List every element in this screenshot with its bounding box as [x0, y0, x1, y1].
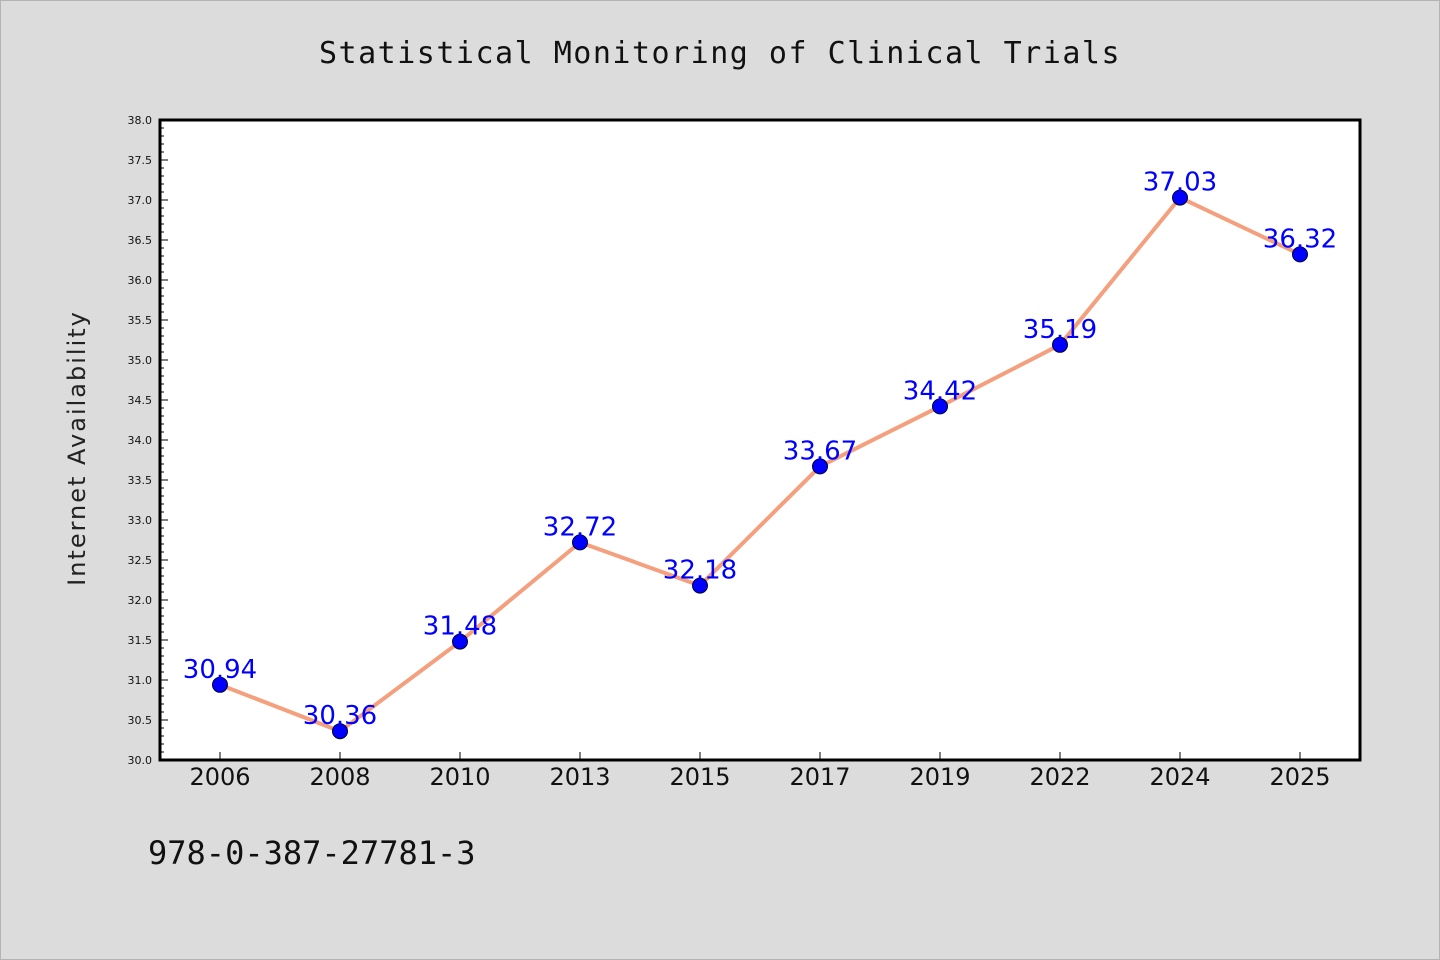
y-tick-label: 37.0: [128, 194, 153, 207]
plot-frame: [158, 118, 1362, 762]
x-tick-label: 2019: [909, 763, 970, 791]
data-label: 30.36: [303, 701, 377, 731]
y-tick-label: 32.5: [128, 554, 153, 567]
data-point: [212, 676, 228, 693]
x-tick-label: 2008: [309, 763, 370, 791]
data-label: 34.42: [903, 376, 977, 406]
data-label: 37.03: [1143, 168, 1217, 198]
y-tick-label: 33.5: [128, 474, 153, 487]
y-tick-label: 30.5: [128, 714, 153, 727]
series-line: [218, 195, 1302, 734]
y-tick-label: 38.0: [128, 114, 153, 127]
x-tick-label: 2010: [429, 763, 490, 791]
data-point: [1172, 189, 1188, 206]
y-tick-label: 33.0: [128, 514, 153, 527]
x-tick-label: 2006: [189, 763, 250, 791]
data-labels: 30.94 30.36 31.48 32.72 32.18 33.67 34.42 35.19…: [183, 168, 1337, 732]
y-tick-label: 30.0: [128, 754, 153, 767]
data-label: 32.18: [663, 556, 737, 586]
data-label: 30.94: [183, 655, 257, 685]
data-point: [332, 723, 348, 740]
y-tick-label: 36.5: [128, 234, 153, 247]
plot-area: [160, 120, 1360, 760]
data-point: [932, 398, 948, 415]
data-label: 35.19: [1023, 315, 1097, 345]
data-point: [692, 577, 708, 594]
x-tick-label: 2013: [549, 763, 610, 791]
data-markers: [212, 189, 1308, 740]
data-label: 32.72: [543, 512, 617, 542]
y-axis-ticks: 30.0 30.5 31.0 31.5 32.0 32.5 33.0 33.5 34.0 34.5…: [128, 114, 168, 767]
data-label: 31.48: [423, 612, 497, 642]
data-point: [1052, 336, 1068, 353]
y-tick-label: 35.0: [128, 354, 153, 367]
y-tick-label: 34.5: [128, 394, 153, 407]
y-tick-label: 35.5: [128, 314, 153, 327]
data-point: [452, 633, 468, 650]
y-tick-label: 31.5: [128, 634, 153, 647]
y-tick-label: 34.0: [128, 434, 153, 447]
y-tick-label: 36.0: [128, 274, 153, 287]
y-axis-label: Internet Availability: [63, 310, 91, 586]
x-tick-label: 2017: [789, 763, 850, 791]
isbn-text: 978-0-387-27781-3: [148, 834, 476, 872]
data-label: 33.67: [783, 436, 857, 466]
x-tick-label: 2022: [1029, 763, 1090, 791]
y-tick-label: 32.0: [128, 594, 153, 607]
data-point: [572, 534, 588, 551]
chart-title: Statistical Monitoring of Clinical Trial…: [319, 36, 1121, 71]
y-tick-label: 31.0: [128, 674, 153, 687]
y-tick-label: 37.5: [128, 154, 153, 167]
data-label: 36.32: [1263, 224, 1337, 254]
x-tick-label: 2025: [1269, 763, 1330, 791]
x-tick-label: 2024: [1149, 763, 1210, 791]
data-point: [1292, 246, 1308, 263]
x-tick-label: 2015: [669, 763, 730, 791]
data-point: [812, 458, 828, 475]
